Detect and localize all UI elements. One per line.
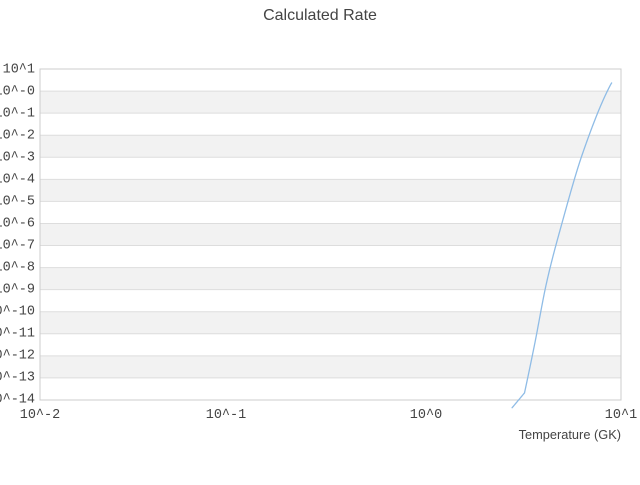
svg-text:10^-5: 10^-5: [0, 195, 35, 210]
svg-text:10^1: 10^1: [3, 63, 35, 78]
svg-text:10^-1: 10^-1: [206, 408, 247, 423]
svg-text:10^-8: 10^-8: [0, 261, 35, 276]
svg-text:10^-6: 10^-6: [0, 217, 35, 232]
svg-text:10^-14: 10^-14: [0, 393, 35, 408]
svg-text:10^0: 10^0: [410, 408, 442, 423]
svg-text:10^-4: 10^-4: [0, 173, 35, 188]
svg-text:10^-9: 10^-9: [0, 283, 35, 298]
svg-text:10^-7: 10^-7: [0, 239, 35, 254]
svg-text:10^-10: 10^-10: [0, 305, 35, 320]
svg-text:10^-0: 10^-0: [0, 85, 35, 100]
svg-text:10^1: 10^1: [605, 408, 637, 423]
svg-text:10^-3: 10^-3: [0, 151, 35, 166]
svg-text:10^-13: 10^-13: [0, 371, 35, 386]
svg-text:10^-11: 10^-11: [0, 327, 35, 342]
svg-text:10^-2: 10^-2: [20, 408, 61, 423]
svg-text:10^-12: 10^-12: [0, 349, 35, 364]
svg-text:10^-1: 10^-1: [0, 107, 35, 122]
svg-text:10^-2: 10^-2: [0, 129, 35, 144]
svg-text:Temperature (GK): Temperature (GK): [519, 427, 621, 442]
